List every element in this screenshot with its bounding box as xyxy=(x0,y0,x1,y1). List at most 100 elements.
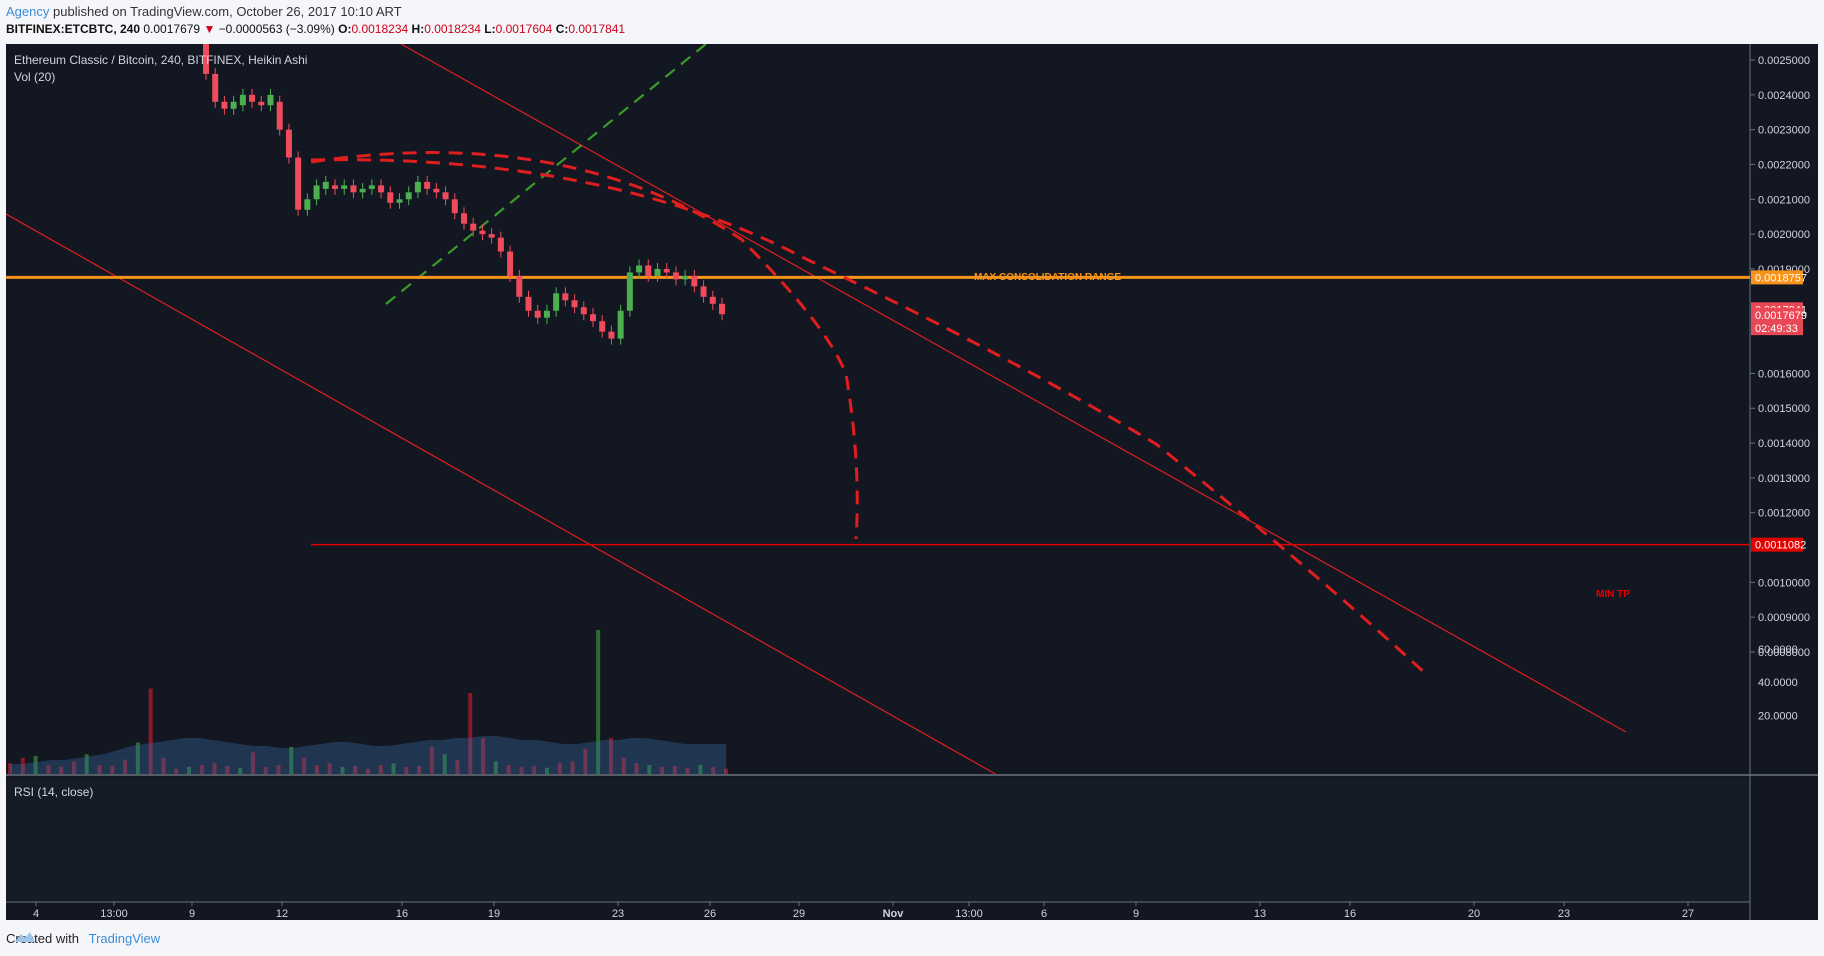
candle-body xyxy=(470,223,477,231)
candle-body xyxy=(590,314,596,322)
low-value: 0.0017604 xyxy=(495,22,553,36)
volume-bar xyxy=(378,765,383,774)
candle-body xyxy=(442,192,449,200)
price-label-badge xyxy=(1751,321,1803,336)
low-label: L: xyxy=(484,22,496,36)
candle-body xyxy=(203,44,209,74)
volume-bar xyxy=(97,765,102,774)
volume-bar xyxy=(353,765,358,774)
volume-bar xyxy=(672,765,677,774)
price-labels: 0.00187570.001784102:49:330.00176790.001… xyxy=(1751,270,1807,552)
time-tick-label: 6 xyxy=(1041,908,1047,920)
candle-body xyxy=(267,94,274,106)
candle-body xyxy=(212,73,219,102)
price-tick-label: 0.0016000 xyxy=(1758,368,1810,380)
price-tick-label: 0.0024000 xyxy=(1758,90,1810,102)
candle-body xyxy=(571,300,578,308)
volume-bar xyxy=(711,766,716,774)
price-chart-svg[interactable]: Ethereum Classic / Bitcoin, 240, BITFINE… xyxy=(6,44,1818,920)
volume-bar xyxy=(685,767,690,774)
volume-bar xyxy=(455,759,460,774)
time-tick-label: 19 xyxy=(488,908,500,920)
candle-body xyxy=(405,192,412,200)
candle-body xyxy=(672,272,679,280)
time-tick-label: 9 xyxy=(189,908,195,920)
candle-body xyxy=(700,286,707,297)
time-tick-label: 13:00 xyxy=(100,908,128,920)
candle-body xyxy=(424,181,431,189)
volume-bar xyxy=(660,766,665,774)
rsi-tick-label: 20.0000 xyxy=(1758,711,1798,723)
rsi-tick-label: 40.0000 xyxy=(1758,677,1798,689)
rsi-layer xyxy=(6,632,1750,724)
candle-body xyxy=(608,331,615,339)
high-label: H: xyxy=(411,22,425,36)
price-tick-label: 0.0023000 xyxy=(1758,125,1810,137)
price-label-text: 0.0017679 xyxy=(1755,310,1807,322)
price-tick-label: 0.0014000 xyxy=(1758,438,1810,450)
volume-bar xyxy=(187,766,191,774)
volume-bar xyxy=(161,757,166,774)
volume-bar xyxy=(225,765,230,774)
min-tp-annotation: MIN TP xyxy=(1596,589,1630,600)
candle-body xyxy=(719,303,725,315)
time-tick-label: 16 xyxy=(396,908,408,920)
tradingview-link[interactable]: TradingView xyxy=(88,931,161,946)
volume-bar xyxy=(276,765,281,774)
chart-area[interactable]: Ethereum Classic / Bitcoin, 240, BITFINE… xyxy=(6,44,1818,920)
candle-body xyxy=(359,188,366,193)
chart-title: Ethereum Classic / Bitcoin, 240, BITFINE… xyxy=(14,53,307,67)
volume-bar xyxy=(583,748,588,774)
volume-bar xyxy=(391,763,396,774)
candle-body xyxy=(322,181,329,189)
volume-bar xyxy=(519,766,524,774)
price-tick-label: 0.0025000 xyxy=(1758,55,1810,67)
candle-body xyxy=(258,101,265,106)
volume-bar xyxy=(8,763,12,774)
price-label-badge xyxy=(1751,307,1803,322)
volume-bar xyxy=(417,765,422,774)
volume-bar xyxy=(238,767,243,774)
volume-bar xyxy=(481,738,486,774)
candles-layer xyxy=(203,44,725,345)
time-tick-label: 20 xyxy=(1468,908,1480,920)
time-tick-label: Nov xyxy=(883,908,905,920)
price-label-text: 02:49:33 xyxy=(1755,323,1798,335)
candle-body xyxy=(654,268,661,276)
time-tick-label: 26 xyxy=(704,908,716,920)
volume-bar xyxy=(250,752,255,774)
open-label: O: xyxy=(338,22,352,36)
tradingview-logo-icon xyxy=(15,932,35,942)
volume-bar xyxy=(199,765,204,774)
candle-body xyxy=(378,185,385,193)
volume-bar xyxy=(698,765,703,774)
candle-body xyxy=(276,101,283,130)
projection-arc-1 xyxy=(310,151,859,540)
rsi-indicator-label: RSI (14, close) xyxy=(14,785,93,799)
volume-bar xyxy=(532,765,537,774)
lower-trendline xyxy=(6,213,997,774)
quote-line: BITFINEX:ETCBTC, 240 0.0017679 ▼ −0.0000… xyxy=(6,22,625,36)
volume-bar xyxy=(46,765,51,774)
candle-body xyxy=(553,293,560,311)
price-tick-label: 0.0022000 xyxy=(1758,159,1810,171)
price-change: −0.0000563 (−3.09%) xyxy=(218,22,335,36)
volume-bar xyxy=(404,766,409,774)
price-axis[interactable]: 0.0025000 0.0024000 0.0023000 0.0022000 0.00… xyxy=(1750,55,1810,659)
candle-body xyxy=(663,268,670,273)
volume-bar xyxy=(647,765,652,774)
volume-bars xyxy=(8,630,728,774)
author-link[interactable]: Agency xyxy=(6,4,50,19)
time-tick-label: 23 xyxy=(1558,908,1570,920)
candle-body xyxy=(516,275,523,297)
high-value: 0.0018234 xyxy=(424,22,481,36)
max-consolidation-annotation: MAX CONSOLIDATION RANGE xyxy=(974,272,1121,283)
volume-bar xyxy=(212,763,217,774)
time-tick-label: 16 xyxy=(1344,908,1356,920)
published-text: published on TradingView.com, October 26… xyxy=(53,4,402,19)
volume-bar xyxy=(621,757,626,774)
time-axis[interactable]: 4 13:00 9 12 16 19 23 26 29 Nov 13:00 6 9 13 16 20 23 27 xyxy=(33,902,1694,920)
time-tick-label: 4 xyxy=(33,908,39,920)
candle-body xyxy=(645,265,652,276)
volume-indicator-label: Vol (20) xyxy=(14,70,55,84)
